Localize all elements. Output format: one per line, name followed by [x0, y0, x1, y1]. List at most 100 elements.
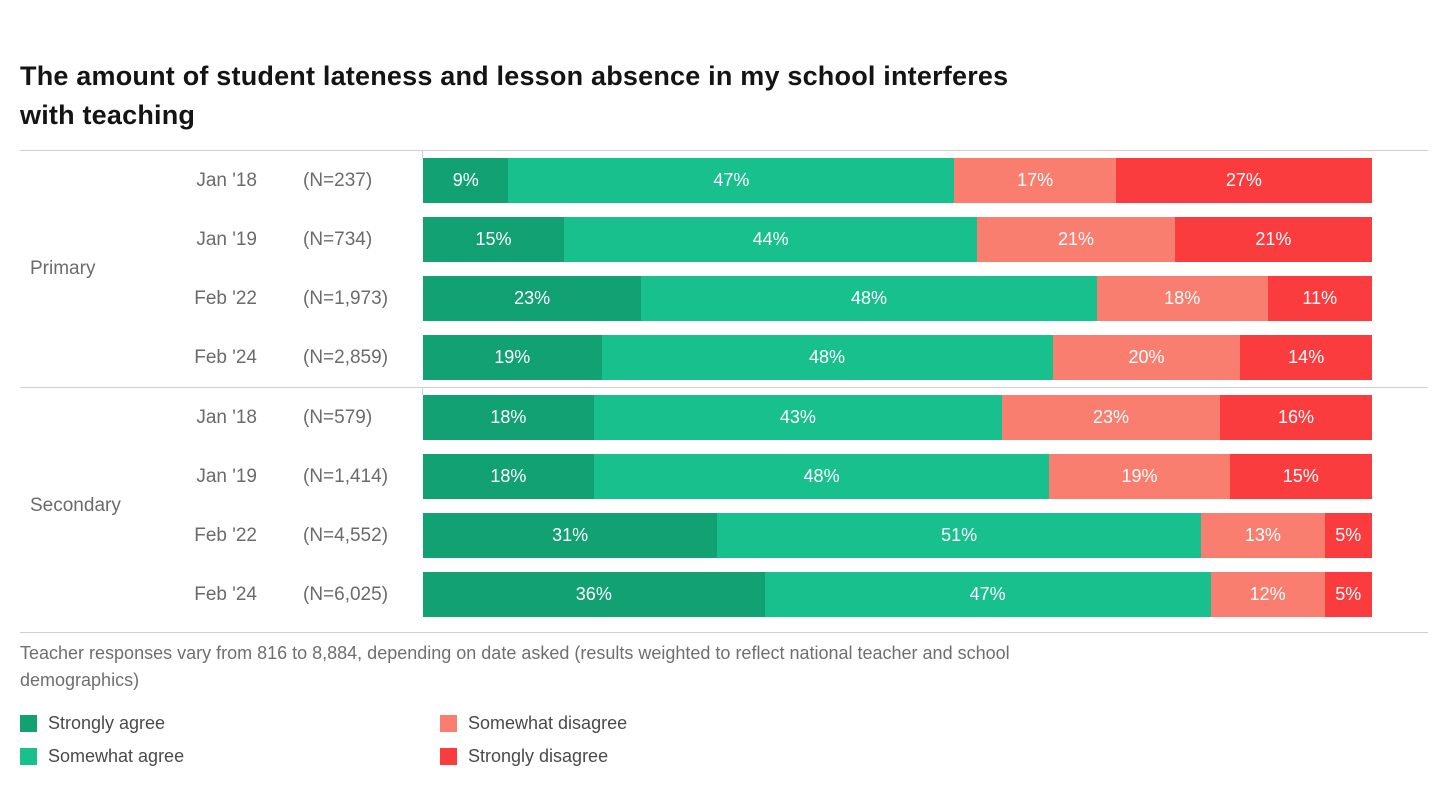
group-label-primary: Primary — [30, 258, 96, 279]
legend-label: Strongly disagree — [468, 745, 609, 766]
date-label: Feb '24 — [194, 347, 257, 368]
bar-segment-somewhat-agree: 47% — [764, 572, 1211, 617]
sample-size-label: (N=6,025) — [303, 584, 389, 605]
sample-size-label: (N=4,552) — [303, 525, 389, 546]
segment-value-label: 9% — [452, 170, 479, 190]
segment-value-label: 47% — [713, 170, 750, 190]
segment-value-label: 15% — [475, 229, 512, 249]
stacked-bar: 18% 43% 23% 16% — [423, 395, 1372, 440]
sample-size-label: (N=1,973) — [303, 288, 389, 309]
stacked-bar: 18% 48% 19% 15% — [423, 454, 1372, 499]
segment-value-label: 23% — [514, 288, 551, 308]
stacked-bar: 31% 51% 13% 5% — [423, 513, 1372, 558]
table-row: Feb '22 (N=1,973) 23% 48% 18% 11% — [0, 276, 1440, 321]
segment-value-label: 20% — [1128, 347, 1165, 367]
segment-value-label: 31% — [552, 525, 589, 545]
table-row: Jan '19 (N=1,414) 18% 48% 19% 15% — [0, 454, 1440, 499]
bar-segment-somewhat-agree: 43% — [593, 395, 1002, 440]
date-label: Feb '22 — [194, 288, 257, 309]
segment-value-label: 12% — [1249, 584, 1286, 604]
chart-top-rule — [20, 150, 1428, 151]
bar-segment-strongly-disagree: 11% — [1267, 276, 1372, 321]
segment-value-label: 5% — [1335, 584, 1362, 604]
table-row: Feb '24 (N=6,025) 36% 47% 12% 5% — [0, 572, 1440, 617]
date-label: Jan '19 — [196, 229, 257, 250]
segment-value-label: 17% — [1017, 170, 1054, 190]
legend-label: Somewhat agree — [48, 745, 185, 766]
date-label: Feb '22 — [194, 525, 257, 546]
bar-segment-somewhat-disagree: 12% — [1210, 572, 1325, 617]
bar-segment-somewhat-agree: 47% — [508, 158, 955, 203]
segment-value-label: 43% — [779, 407, 816, 427]
bar-segment-strongly-disagree: 16% — [1220, 395, 1372, 440]
bar-segment-somewhat-agree: 48% — [593, 454, 1050, 499]
bar-segment-strongly-disagree: 5% — [1324, 513, 1372, 558]
segment-value-label: 19% — [494, 347, 531, 367]
bar-segment-strongly-disagree: 15% — [1229, 454, 1372, 499]
bar-segment-strongly-agree: 19% — [423, 335, 602, 380]
legend-swatch-strongly-agree — [20, 714, 37, 732]
legend-item-somewhat-disagree: Somewhat disagree — [440, 713, 627, 733]
bar-segment-somewhat-disagree: 21% — [977, 217, 1175, 262]
bar-segment-strongly-agree: 15% — [423, 217, 564, 262]
legend-item-strongly-disagree: Strongly disagree — [440, 746, 608, 766]
bar-segment-somewhat-disagree: 19% — [1049, 454, 1230, 499]
legend-label: Strongly agree — [48, 712, 166, 733]
bar-segment-strongly-disagree: 14% — [1240, 335, 1372, 380]
bar-segment-strongly-disagree: 21% — [1174, 217, 1372, 262]
segment-value-label: 36% — [575, 584, 612, 604]
bar-segment-somewhat-disagree: 23% — [1001, 395, 1221, 440]
date-label: Jan '18 — [196, 407, 257, 428]
stacked-bar: 15% 44% 21% 21% — [423, 217, 1372, 262]
page-title-line-2: with teaching — [20, 100, 196, 130]
bar-segment-strongly-agree: 36% — [423, 572, 765, 617]
bar-segment-somewhat-agree: 44% — [563, 217, 978, 262]
bar-segment-somewhat-disagree: 20% — [1052, 335, 1241, 380]
table-row: Jan '19 (N=734) 15% 44% 21% 21% — [0, 217, 1440, 262]
segment-value-label: 51% — [941, 525, 978, 545]
sample-size-label: (N=579) — [303, 407, 373, 428]
segment-value-label: 14% — [1288, 347, 1325, 367]
bar-segment-somewhat-agree: 51% — [717, 513, 1202, 558]
date-label: Feb '24 — [194, 584, 257, 605]
bar-segment-strongly-agree: 23% — [423, 276, 642, 321]
legend-item-somewhat-agree: Somewhat agree — [20, 746, 184, 766]
chart-bottom-rule — [20, 632, 1428, 633]
stacked-bar: 9% 47% 17% 27% — [423, 158, 1372, 203]
bar-segment-strongly-agree: 18% — [423, 454, 594, 499]
legend-swatch-strongly-disagree — [440, 747, 457, 765]
group-separator-line — [20, 387, 1428, 388]
segment-value-label: 19% — [1121, 466, 1158, 486]
bar-segment-strongly-disagree: 27% — [1115, 158, 1372, 203]
bar-segment-somewhat-disagree: 17% — [954, 158, 1116, 203]
sample-size-label: (N=1,414) — [303, 466, 389, 487]
segment-value-label: 16% — [1278, 407, 1315, 427]
table-row: Feb '24 (N=2,859) 19% 48% 20% 14% — [0, 335, 1440, 380]
date-label: Jan '18 — [196, 170, 257, 191]
legend-label: Somewhat disagree — [468, 712, 628, 733]
legend-swatch-somewhat-disagree — [440, 714, 457, 732]
stacked-bar: 23% 48% 18% 11% — [423, 276, 1372, 321]
bar-segment-somewhat-disagree: 13% — [1201, 513, 1325, 558]
page-title-line-1: The amount of student lateness and lesso… — [20, 61, 1009, 91]
segment-value-label: 21% — [1255, 229, 1292, 249]
legend: Strongly agree Somewhat agree Somewhat d… — [0, 710, 1440, 780]
bar-segment-somewhat-agree: 48% — [601, 335, 1053, 380]
page-title: The amount of student lateness and lesso… — [20, 57, 1008, 135]
segment-value-label: 23% — [1092, 407, 1130, 427]
sample-size-label: (N=2,859) — [303, 347, 389, 368]
table-row: Feb '22 (N=4,552) 31% 51% 13% 5% — [0, 513, 1440, 558]
legend-swatch-somewhat-agree — [20, 747, 37, 765]
stacked-bar: 36% 47% 12% 5% — [423, 572, 1372, 617]
bar-segment-strongly-agree: 18% — [423, 395, 594, 440]
segment-value-label: 48% — [851, 288, 888, 308]
segment-value-label: 48% — [803, 466, 840, 486]
sample-size-label: (N=734) — [303, 229, 373, 250]
stacked-bar: 19% 48% 20% 14% — [423, 335, 1372, 380]
segment-value-label: 48% — [809, 347, 846, 367]
bar-segment-strongly-agree: 9% — [423, 158, 509, 203]
segment-value-label: 15% — [1282, 466, 1319, 486]
axis-tick — [422, 151, 423, 158]
segment-value-label: 13% — [1244, 525, 1281, 545]
footnote-line-1: Teacher responses vary from 816 to 8,884… — [20, 643, 1010, 663]
